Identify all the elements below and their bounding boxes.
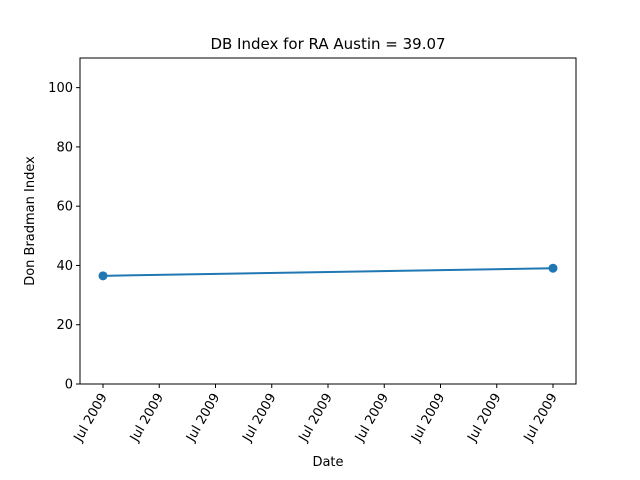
x-tick-label: Jul 2009 — [521, 391, 561, 445]
y-axis: 0 20 40 60 80 100 — [48, 81, 80, 393]
y-tick-label: 20 — [56, 318, 73, 333]
x-tick-label: Jul 2009 — [183, 391, 223, 445]
data-point — [98, 271, 108, 281]
x-tick-label: Jul 2009 — [465, 391, 505, 445]
x-axis: Jul 2009 Jul 2009 Jul 2009 Jul 2009 Jul 2009… — [71, 384, 561, 445]
y-tick-label: 40 — [56, 259, 73, 274]
x-tick-label: Jul 2009 — [296, 391, 336, 445]
y-axis-label: Don Bradman Index — [23, 156, 38, 286]
x-tick-label: Jul 2009 — [71, 391, 111, 445]
x-tick-label: Jul 2009 — [127, 391, 167, 445]
y-tick-label: 60 — [56, 200, 73, 215]
x-tick-label: Jul 2009 — [240, 391, 280, 445]
plot-frame — [79, 57, 577, 385]
y-tick-label: 100 — [48, 81, 73, 96]
plot-area — [98, 263, 558, 281]
series-line — [102, 267, 554, 277]
chart-title: DB Index for RA Austin = 39.07 — [210, 35, 445, 53]
x-axis-label: Date — [312, 455, 343, 470]
y-tick-label: 0 — [65, 378, 73, 393]
x-tick-label: Jul 2009 — [408, 391, 448, 445]
data-point — [548, 263, 558, 273]
y-tick-label: 80 — [56, 140, 73, 155]
x-tick-label: Jul 2009 — [352, 391, 392, 445]
